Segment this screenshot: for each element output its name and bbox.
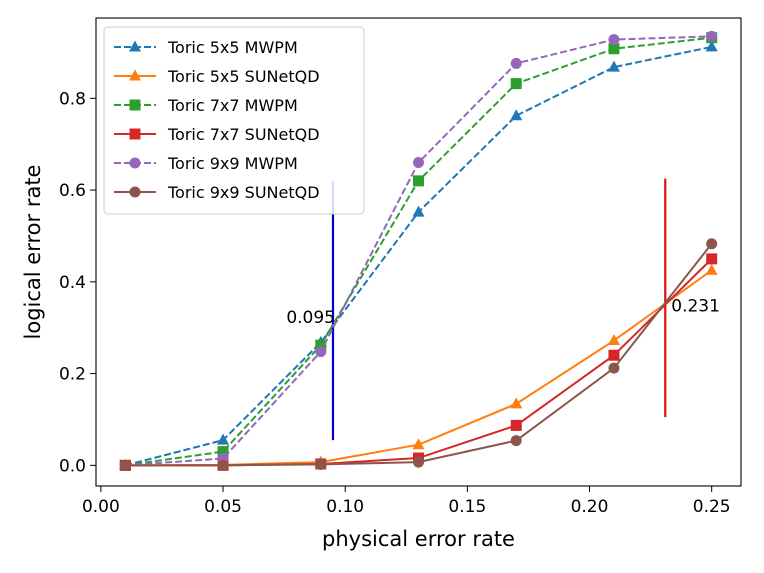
threshold-label: 0.231 xyxy=(671,297,720,317)
legend-label: Toric 5x5 MWPM xyxy=(167,38,298,57)
x-tick-label: 0.00 xyxy=(82,497,120,517)
threshold-label: 0.095 xyxy=(286,308,335,328)
y-axis-label: logical error rate xyxy=(21,165,45,340)
data-point xyxy=(510,419,522,431)
series-toric-5x5-sunetqd xyxy=(119,263,718,470)
data-point xyxy=(607,60,620,72)
data-point xyxy=(412,438,425,450)
series-line xyxy=(125,269,713,467)
series-line xyxy=(125,258,713,467)
data-point xyxy=(608,34,620,46)
data-point xyxy=(217,446,229,458)
data-point xyxy=(217,459,229,471)
data-point xyxy=(315,458,327,470)
x-tick-label: 0.25 xyxy=(693,497,731,517)
legend-marker xyxy=(129,186,141,198)
data-point xyxy=(413,456,424,468)
data-point xyxy=(706,30,718,42)
x-axis-label: physical error rate xyxy=(322,527,515,551)
y-tick-label: 0.0 xyxy=(59,456,86,476)
legend: Toric 5x5 MWPM Toric 5x5 SUNetQD Toric 7x7… xyxy=(103,26,365,215)
x-tick-label: 0.15 xyxy=(448,497,486,517)
x-tick-label: 0.05 xyxy=(204,497,242,517)
legend-marker xyxy=(129,69,141,81)
x-tick-label: 0.20 xyxy=(571,497,609,517)
data-point xyxy=(217,433,230,445)
series-toric-9x9-sunetqd xyxy=(119,238,718,471)
legend-item: Toric 5x5 MWPM xyxy=(114,38,298,57)
data-point xyxy=(119,459,131,471)
series-toric-9x9-mwpm xyxy=(119,30,718,471)
y-tick-label: 0.8 xyxy=(59,89,86,109)
data-point xyxy=(413,175,424,187)
legend-marker xyxy=(129,128,141,140)
data-point xyxy=(510,78,522,90)
legend-marker xyxy=(129,157,141,169)
data-point xyxy=(510,397,523,409)
legend-item: Toric 9x9 MWPM xyxy=(114,154,298,173)
data-point xyxy=(315,339,327,351)
threshold-layer: 0.095 0.231 xyxy=(286,178,720,441)
legend-marker xyxy=(129,99,141,111)
legend-item: Toric 7x7 SUNetQD xyxy=(114,125,320,144)
x-tick-label: 0.10 xyxy=(326,497,364,517)
legend-item: Toric 9x9 SUNetQD xyxy=(114,183,320,202)
data-point xyxy=(510,109,523,121)
series-layer xyxy=(119,30,718,471)
legend-label: Toric 7x7 SUNetQD xyxy=(167,125,320,144)
y-tick-label: 0.2 xyxy=(59,365,86,385)
legend-label: Toric 7x7 MWPM xyxy=(167,96,298,115)
tick-layer: 0.00 0.05 0.10 0.15 0.20 0.25 0.0 0.2 0.4 0.6 0.8 xyxy=(59,89,731,517)
data-point xyxy=(608,362,620,374)
data-point xyxy=(608,43,620,55)
data-point xyxy=(510,435,522,447)
data-point xyxy=(706,253,718,265)
data-point xyxy=(315,346,327,358)
data-point xyxy=(705,263,718,275)
legend-item: Toric 7x7 MWPM xyxy=(114,96,298,115)
data-point xyxy=(510,57,522,69)
data-point xyxy=(413,157,424,169)
data-point xyxy=(706,238,718,250)
y-tick-label: 0.6 xyxy=(59,181,86,201)
series-line xyxy=(125,243,713,467)
plot-frame xyxy=(95,17,742,487)
data-point xyxy=(608,349,620,361)
data-point xyxy=(607,334,620,346)
legend-label: Toric 5x5 SUNetQD xyxy=(167,67,320,86)
legend-item: Toric 5x5 SUNetQD xyxy=(114,67,320,86)
legend-box xyxy=(103,26,365,215)
data-point xyxy=(705,40,718,52)
y-tick-label: 0.4 xyxy=(59,273,86,293)
data-point xyxy=(412,205,425,217)
legend-label: Toric 9x9 SUNetQD xyxy=(167,183,320,202)
legend-label: Toric 9x9 MWPM xyxy=(167,154,298,173)
legend-marker xyxy=(129,40,141,52)
